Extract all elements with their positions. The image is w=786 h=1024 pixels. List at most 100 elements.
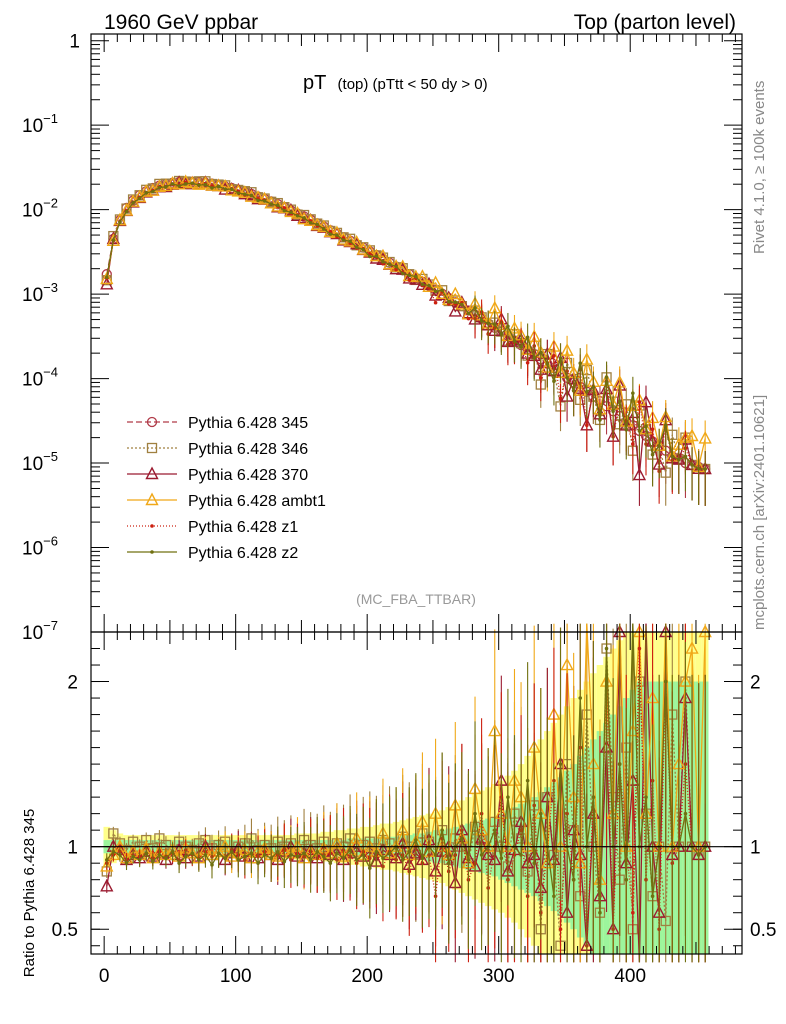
series-4-point [100,271,114,285]
top-ytick-label: 10−2 [22,196,58,222]
series-6-ratio-point [650,894,655,899]
series-6-point [170,182,175,186]
series-6-ratio-point [558,762,563,766]
series-6-point [460,302,464,307]
series-6-ratio-point [479,853,484,857]
series-6-ratio-point [387,851,392,856]
series-6-ratio-point [374,849,379,854]
series-6-ratio-point [644,795,648,799]
series-5-point [631,442,635,446]
series-5-point [552,353,556,358]
series-6-ratio-point [460,836,464,841]
series-6-ratio-point [335,851,339,856]
series-6-ratio-point [275,849,280,854]
series-6-point [696,467,701,471]
series-6-ratio-point [407,849,412,854]
series-6-ratio-point [663,679,668,684]
ratio-ytick-label-right: 0.5 [750,920,776,941]
series-4-point [211,178,226,192]
series-6-ratio-point [492,828,497,832]
series-6-point [104,275,109,280]
series-6-point [558,356,563,360]
series-6-point [387,262,392,267]
series-6-point [131,201,135,205]
series-4-point [179,174,193,188]
series-2-ratio-point [108,828,119,839]
analysis-label: (MC_FBA_TTBAR) [356,591,476,607]
series-6-point [631,391,635,395]
series-6-point [361,247,366,252]
series-6-ratio-point [321,854,326,859]
series-6-point [591,385,596,389]
xtick-label: 100 [220,966,252,987]
series-6-ratio-point [229,849,234,854]
series-6-point [670,454,675,459]
series-6-ratio-point [131,854,135,859]
series-6-ratio-point [624,877,629,882]
legend-label-3: Pythia 6.428 370 [188,467,308,484]
series-6-ratio-point [315,849,320,854]
series-6-ratio-point [499,856,504,861]
series-4-ratio-point [100,858,114,872]
legend-marker-3 [145,466,159,480]
top-ytick-label: 1 [69,32,80,53]
ratio-panel-frame [90,631,743,955]
series-6-point [512,339,517,343]
series-4-point [113,212,127,226]
series-6-point [197,183,201,187]
series-6-ratio-point [538,811,543,816]
series-4-point [428,275,443,289]
series-6-ratio-point [519,853,523,857]
series-6-point [183,182,188,186]
series-6-ratio-point [368,866,372,870]
series-6-ratio-point [354,858,359,862]
series-5-point [558,396,563,401]
series-6-point [354,245,359,250]
series-6-point [683,454,688,459]
series-6-point [617,399,622,403]
series-6-ratio-point [591,795,596,799]
series-6-ratio-point [295,854,300,859]
series-6-point [690,463,694,467]
series-4-point [435,286,449,299]
plot-title-sub: (top) (pTtt < 50 dy > 0) [338,76,488,93]
series-6-ratio-point [262,853,267,857]
series-6-point [545,361,550,366]
series-6-ratio-point [433,853,438,857]
series-6-ratio-point [282,859,287,864]
series-6-point [308,220,313,225]
series-6-ratio-point [420,856,425,861]
plot-title: pT (top) (pTtt < 50 dy > 0) [303,72,488,94]
series-4-point [336,232,351,245]
series-6-point [433,289,438,294]
series-5-point [650,427,655,431]
series-6-ratio-point [183,854,188,859]
series-6-ratio-point [525,778,530,783]
top-ytick-label: 10−4 [22,365,58,391]
series-4-point [218,178,232,192]
series-6-ratio-point [328,861,333,865]
series-6-ratio-point [124,861,129,865]
legend: Pythia 6.428 345 Pythia 6.428 346 Pythia 6… [127,415,326,562]
series-6-point [111,238,116,242]
series-4-point [448,286,462,300]
series-6-ratio-point [381,856,385,861]
series-6-point [532,356,537,360]
series-6-ratio-point [308,858,313,862]
series-6-point [295,213,300,218]
series-4-point [106,233,121,247]
series-6-point [118,220,122,224]
series-6-point [492,322,497,327]
series-4-point [119,202,134,216]
series-6-ratio-point [289,853,293,857]
ratio-ytick-label-right: 2 [750,673,761,694]
series-6-point [506,324,510,329]
series-6-point [624,427,629,432]
series-6-point [223,187,227,191]
series-6-ratio-point [552,894,556,899]
series-6-ratio-point [400,858,405,862]
series-6-point [236,191,241,195]
series-6-ratio-point [157,853,162,857]
legend-label-5: Pythia 6.428 z1 [188,519,298,536]
series-5-ratio-point [631,910,635,915]
